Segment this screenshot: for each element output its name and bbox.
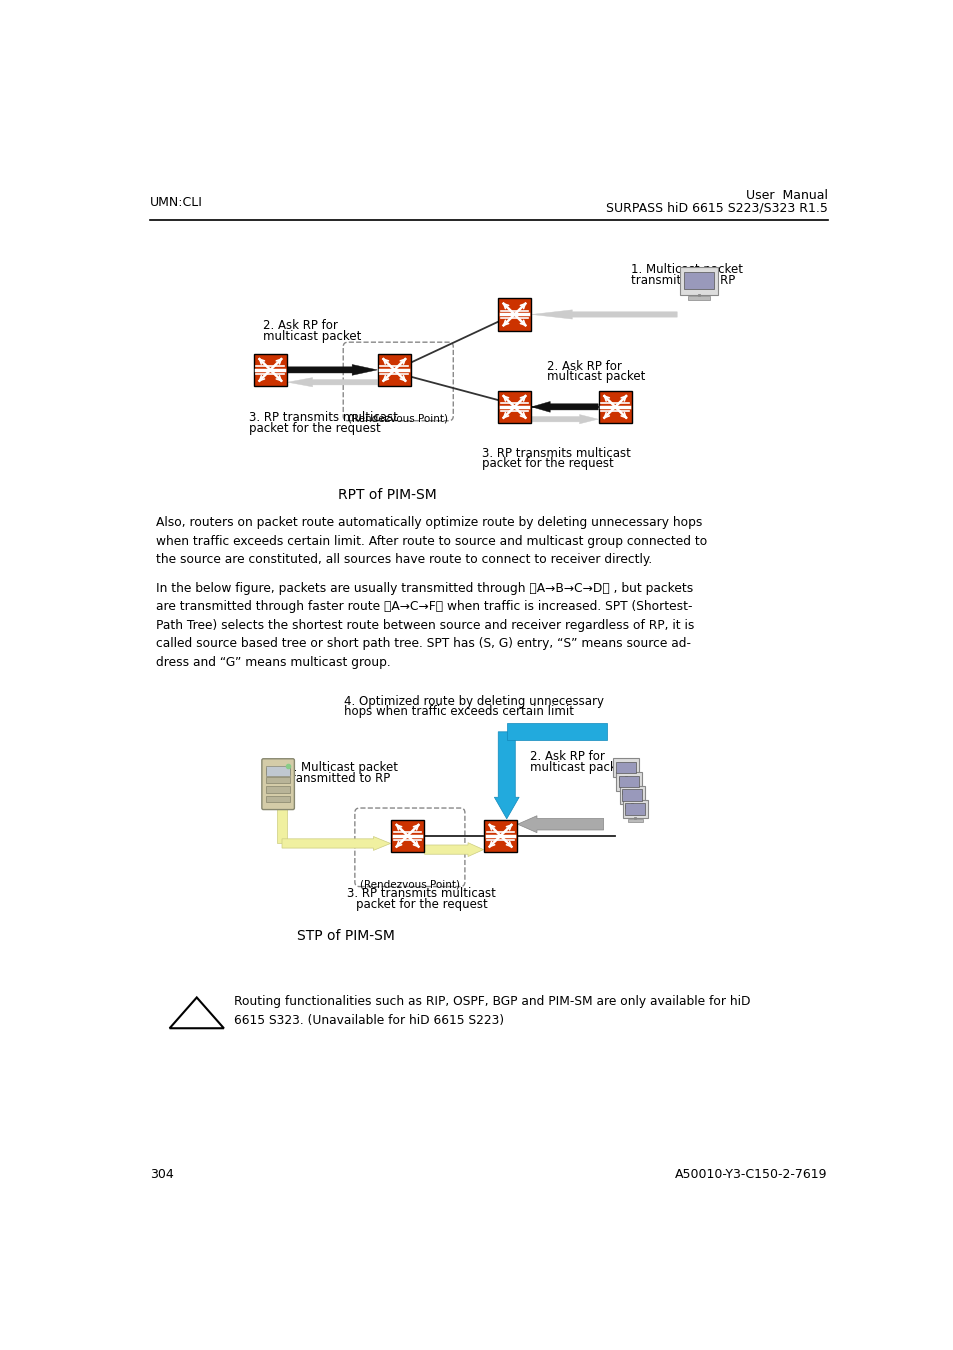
- Text: multicast packet: multicast packet: [546, 370, 645, 383]
- Bar: [628, 819, 642, 822]
- Bar: [266, 795, 290, 802]
- Bar: [616, 761, 636, 774]
- Text: 2. Ask RP for: 2. Ask RP for: [530, 751, 604, 763]
- Text: 304: 304: [150, 1168, 173, 1181]
- Bar: [253, 354, 286, 386]
- FancyArrow shape: [506, 724, 607, 740]
- Text: 3. RP transmits multicast: 3. RP transmits multicast: [249, 412, 397, 424]
- Text: packet for the request: packet for the request: [249, 423, 380, 435]
- Bar: [687, 296, 709, 300]
- Text: RPT of PIM-SM: RPT of PIM-SM: [337, 487, 436, 502]
- Bar: [377, 354, 410, 386]
- Text: multicast packet: multicast packet: [530, 760, 628, 774]
- FancyArrow shape: [424, 842, 483, 856]
- Bar: [618, 778, 633, 780]
- FancyArrow shape: [531, 414, 598, 424]
- Text: 1. Multicast packet: 1. Multicast packet: [286, 761, 397, 775]
- Bar: [624, 805, 639, 807]
- Text: transmitted to RP: transmitted to RP: [286, 772, 390, 786]
- FancyBboxPatch shape: [261, 759, 294, 810]
- Bar: [266, 767, 290, 776]
- Bar: [618, 776, 639, 787]
- FancyArrow shape: [277, 806, 286, 844]
- Text: (Rendezvous Point): (Rendezvous Point): [348, 414, 448, 424]
- Text: User  Manual: User Manual: [745, 189, 827, 202]
- Text: SURPASS hiD 6615 S223/S323 R1.5: SURPASS hiD 6615 S223/S323 R1.5: [605, 201, 827, 215]
- Bar: [621, 790, 641, 801]
- FancyArrow shape: [517, 815, 603, 833]
- Text: 2. Ask RP for: 2. Ask RP for: [262, 319, 337, 332]
- Text: Also, routers on packet route automatically optimize route by deleting unnecessa: Also, routers on packet route automatica…: [156, 516, 707, 566]
- Text: Routing functionalities such as RIP, OSPF, BGP and PIM-SM are only available for: Routing functionalities such as RIP, OSP…: [233, 995, 750, 1026]
- Bar: [683, 273, 713, 289]
- FancyArrow shape: [282, 837, 390, 850]
- Text: STP of PIM-SM: STP of PIM-SM: [297, 929, 395, 942]
- Text: In the below figure, packets are usually transmitted through 『A→B→C→D』 , but pac: In the below figure, packets are usually…: [156, 582, 694, 668]
- Bar: [616, 772, 641, 791]
- Bar: [679, 267, 718, 294]
- Text: transmitted to RP: transmitted to RP: [630, 274, 734, 288]
- Text: UMN:CLI: UMN:CLI: [150, 196, 203, 208]
- Text: hops when traffic exceeds certain limit: hops when traffic exceeds certain limit: [344, 705, 574, 718]
- FancyArrow shape: [531, 401, 598, 412]
- Bar: [266, 768, 290, 774]
- Text: packet for the request: packet for the request: [355, 898, 487, 911]
- Bar: [391, 819, 423, 852]
- Bar: [618, 786, 644, 805]
- Polygon shape: [170, 998, 224, 1029]
- FancyArrow shape: [287, 378, 377, 387]
- Text: 2. Ask RP for: 2. Ask RP for: [546, 359, 621, 373]
- Bar: [484, 819, 517, 852]
- FancyArrow shape: [287, 364, 377, 375]
- Bar: [497, 390, 530, 423]
- Bar: [497, 298, 530, 331]
- Bar: [621, 791, 636, 794]
- FancyArrow shape: [494, 732, 518, 819]
- Text: 3. RP transmits multicast: 3. RP transmits multicast: [347, 887, 496, 900]
- Bar: [266, 787, 290, 792]
- Bar: [625, 803, 644, 814]
- Text: (Rendezvous Point): (Rendezvous Point): [359, 880, 459, 890]
- Text: A50010-Y3-C150-2-7619: A50010-Y3-C150-2-7619: [675, 1168, 827, 1181]
- Text: 1. Multicast packet: 1. Multicast packet: [630, 263, 742, 277]
- Bar: [598, 390, 631, 423]
- Bar: [622, 801, 647, 818]
- Bar: [613, 759, 639, 776]
- Text: packet for the request: packet for the request: [481, 458, 613, 470]
- FancyArrow shape: [531, 310, 677, 319]
- Text: 4. Optimized route by deleting unnecessary: 4. Optimized route by deleting unnecessa…: [344, 694, 603, 707]
- Bar: [266, 778, 290, 783]
- Text: 3. RP transmits multicast: 3. RP transmits multicast: [481, 447, 630, 459]
- Text: multicast packet: multicast packet: [262, 329, 360, 343]
